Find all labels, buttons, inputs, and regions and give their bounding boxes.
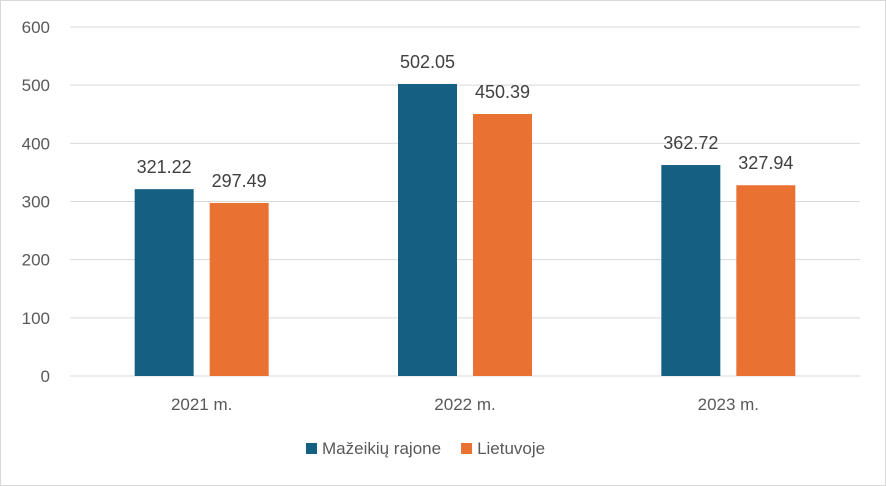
data-label: 321.22 bbox=[137, 157, 192, 177]
x-tick-label: 2022 m. bbox=[434, 395, 495, 414]
y-tick-label: 500 bbox=[22, 76, 50, 95]
y-tick-label: 400 bbox=[22, 134, 50, 153]
bar-series2-1 bbox=[473, 114, 532, 377]
data-label: 362.72 bbox=[663, 133, 718, 153]
bar-series2-0 bbox=[209, 202, 269, 376]
y-tick-label: 0 bbox=[41, 367, 50, 386]
bar-series1-2 bbox=[661, 165, 721, 376]
legend-label: Lietuvoje bbox=[477, 439, 545, 458]
data-labels: 321.22 297.49 502.05 450.39 362.72 327.94 bbox=[137, 52, 794, 191]
bar-series1-1 bbox=[398, 83, 457, 377]
y-tick-label: 300 bbox=[22, 193, 50, 212]
bar-series1-0 bbox=[134, 189, 194, 376]
legend-swatch bbox=[306, 443, 317, 454]
x-tick-label: 2023 m. bbox=[698, 395, 759, 414]
y-tick-label: 200 bbox=[22, 251, 50, 270]
data-label: 502.05 bbox=[400, 52, 455, 72]
legend: Mažeikių rajone Lietuvoje bbox=[306, 439, 545, 458]
data-label: 450.39 bbox=[475, 82, 530, 102]
data-label: 327.94 bbox=[738, 153, 793, 173]
y-axis: 0 100 200 300 400 500 600 bbox=[22, 18, 50, 386]
bar-series2-2 bbox=[736, 185, 796, 376]
gridlines bbox=[70, 26, 860, 377]
x-axis: 2021 m. 2022 m. 2023 m. bbox=[171, 395, 759, 414]
bars bbox=[134, 83, 796, 377]
y-tick-label: 100 bbox=[22, 309, 50, 328]
legend-label: Mažeikių rajone bbox=[322, 439, 441, 458]
data-label: 297.49 bbox=[212, 171, 267, 191]
y-tick-label: 600 bbox=[22, 18, 50, 37]
x-tick-label: 2021 m. bbox=[171, 395, 232, 414]
legend-swatch bbox=[461, 443, 473, 454]
